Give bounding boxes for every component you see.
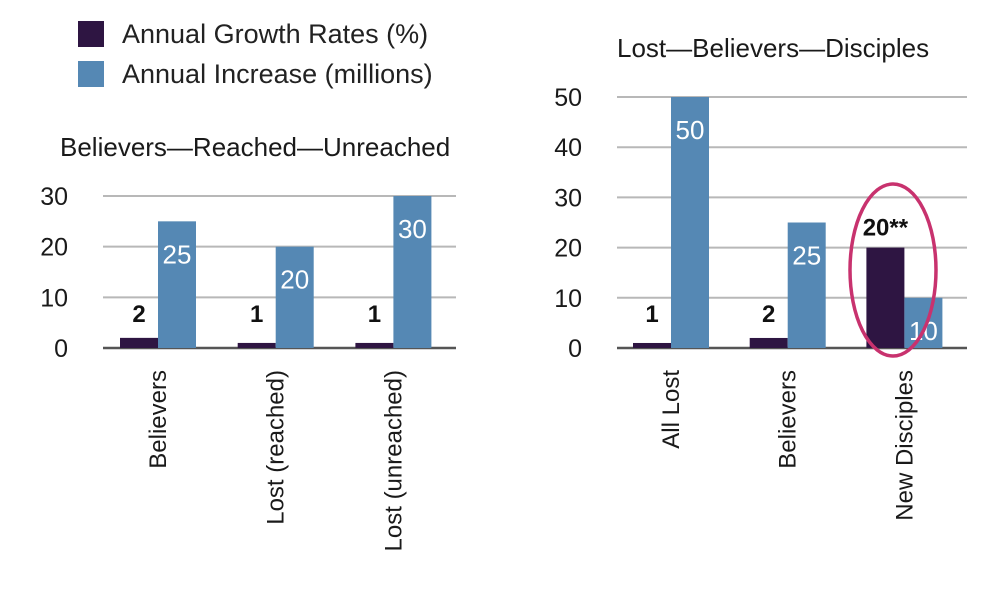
y-tick-label: 0	[54, 335, 68, 363]
bar-annual-increase	[158, 221, 196, 348]
data-label-annual-increase: 25	[163, 239, 192, 269]
bar-growth-rate	[237, 342, 276, 348]
highlight-ellipse	[848, 182, 938, 358]
category-label: New Disciples	[891, 370, 918, 521]
bar-growth-rate	[633, 342, 671, 348]
category-label: Believers	[145, 370, 172, 469]
y-tick-label: 20	[554, 235, 582, 263]
legend-item-growth-rates: Annual Growth Rates (%)	[78, 14, 433, 54]
data-label-annual-increase: 25	[792, 241, 821, 271]
data-label-growth-rate: 20**	[863, 215, 909, 242]
y-tick-label: 10	[40, 284, 68, 312]
y-tick-label: 30	[554, 184, 582, 212]
data-label-growth-rate: 2	[132, 301, 145, 328]
legend-swatch-growth-rates	[78, 21, 104, 47]
y-tick-label: 0	[568, 335, 582, 363]
y-tick-label: 20	[40, 234, 68, 262]
chart-title-1: Lost—Believers—Disciples	[617, 33, 929, 63]
bar-annual-increase	[787, 222, 826, 348]
data-label-annual-increase: 20	[280, 265, 309, 295]
legend-swatch-annual-increase	[78, 61, 104, 87]
legend-item-annual-increase: Annual Increase (millions)	[78, 54, 433, 94]
y-tick-label: 30	[40, 183, 68, 211]
category-label: Lost (unreached)	[380, 370, 407, 551]
category-label: All Lost	[658, 370, 685, 449]
bar-annual-increase	[904, 297, 943, 348]
legend-label-growth-rates: Annual Growth Rates (%)	[122, 18, 429, 49]
data-label-annual-increase: 30	[398, 214, 427, 244]
y-tick-label: 40	[554, 134, 582, 162]
bar-growth-rate	[866, 247, 905, 348]
data-label-annual-increase: 50	[676, 115, 705, 145]
data-label-growth-rate: 1	[250, 301, 263, 328]
data-label-growth-rate: 1	[368, 301, 381, 328]
y-tick-label: 10	[554, 285, 582, 313]
category-label: Lost (reached)	[263, 370, 290, 525]
bar-growth-rate	[749, 337, 788, 348]
data-label-growth-rate: 2	[762, 301, 775, 328]
data-label-growth-rate: 1	[645, 301, 658, 328]
legend-label-annual-increase: Annual Increase (millions)	[122, 58, 433, 89]
chart-title-0: Believers—Reached—Unreached	[60, 132, 450, 162]
bar-annual-increase	[671, 97, 709, 348]
bar-annual-increase	[275, 246, 314, 348]
category-label: Believers	[775, 370, 802, 469]
bar-growth-rate	[355, 342, 394, 348]
y-tick-label: 50	[554, 84, 582, 112]
bar-annual-increase	[393, 196, 432, 348]
bar-growth-rate	[120, 337, 158, 348]
legend: Annual Growth Rates (%) Annual Increase …	[78, 14, 433, 94]
